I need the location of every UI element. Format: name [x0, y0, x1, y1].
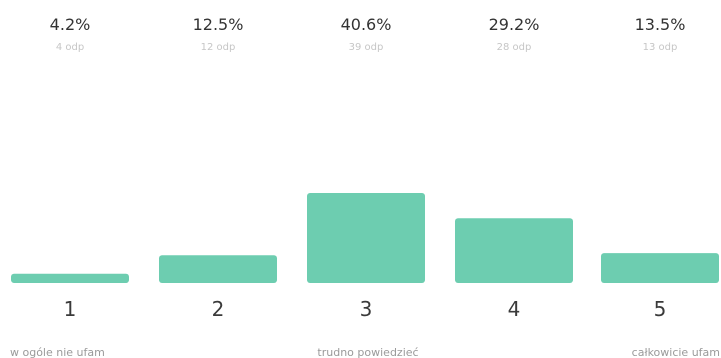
percent-label-4: 29.2%: [489, 15, 540, 34]
labels-layer: 4.2% 4 odp 1 12.5% 12 odp 2 40.6% 39 odp 3 29.2% 2…: [50, 15, 686, 321]
count-label-5: 13 odp: [643, 42, 678, 53]
scale-label-left: w ogóle nie ufam: [10, 346, 105, 358]
bars-layer: [11, 193, 719, 283]
scale-label-right: całkowicie ufam: [632, 346, 720, 358]
count-label-1: 4 odp: [56, 42, 84, 53]
category-label-4: 4: [508, 297, 521, 321]
bar-1: [11, 273, 129, 283]
bar-4: [455, 218, 573, 283]
bar-3: [307, 193, 425, 283]
count-label-4: 28 odp: [497, 42, 532, 53]
count-label-3: 39 odp: [349, 42, 384, 53]
category-label-3: 3: [360, 297, 373, 321]
category-label-5: 5: [654, 297, 667, 321]
bar-5: [601, 253, 719, 283]
category-label-1: 1: [64, 297, 77, 321]
percent-label-5: 13.5%: [635, 15, 686, 34]
count-label-2: 12 odp: [201, 42, 236, 53]
bar-2: [159, 255, 277, 283]
scale-label-center: trudno powiedzieć: [317, 346, 418, 358]
category-label-2: 2: [212, 297, 225, 321]
percent-label-3: 40.6%: [341, 15, 392, 34]
percent-label-2: 12.5%: [193, 15, 244, 34]
percent-label-1: 4.2%: [50, 15, 91, 34]
